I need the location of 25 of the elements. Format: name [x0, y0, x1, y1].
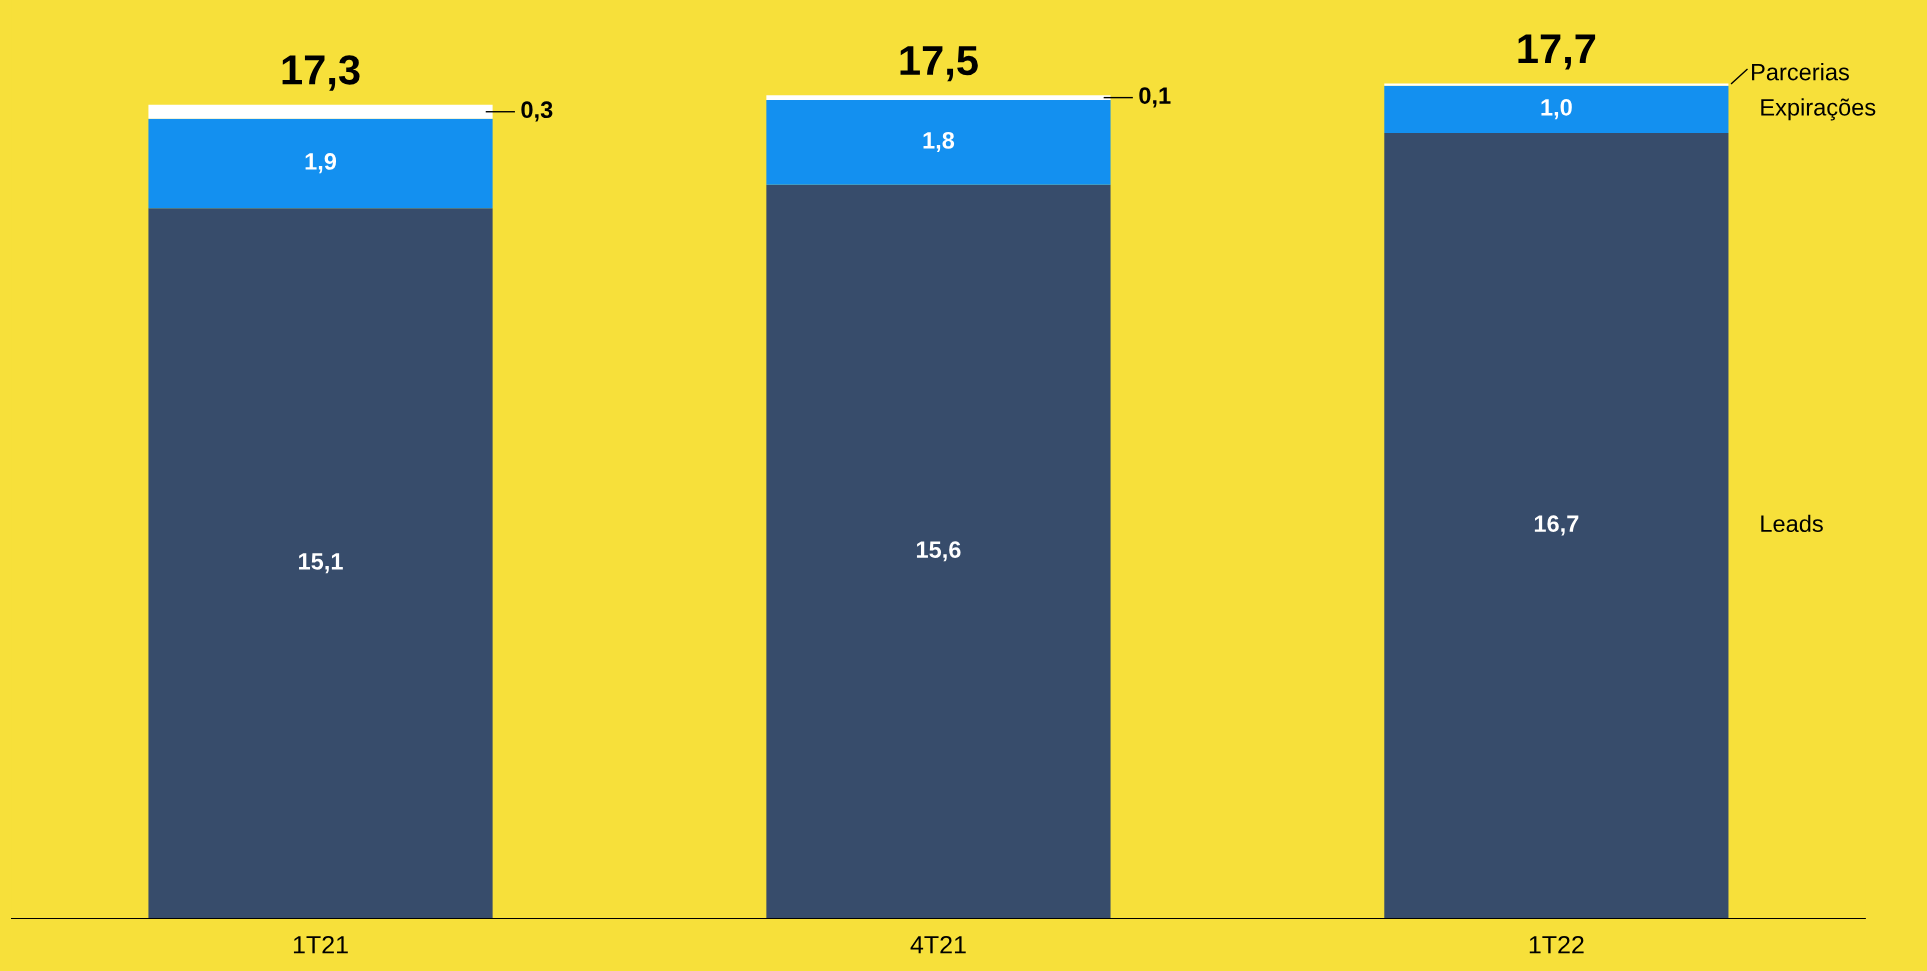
x-tick-label: 1T21 — [293, 935, 348, 954]
data-label: 15,1 — [299, 553, 343, 574]
bar — [148, 118, 493, 209]
series-label: Expirações — [1761, 98, 1876, 121]
data-label: 1,9 — [305, 153, 337, 174]
bar — [148, 208, 493, 919]
x-tick-label: 4T21 — [910, 935, 966, 954]
data-label: 1,8 — [923, 131, 955, 153]
series-label: Parcerias — [1752, 63, 1849, 81]
total-label: 17,5 — [900, 46, 978, 82]
total-label: 17,7 — [1518, 34, 1596, 70]
bar — [1384, 132, 1729, 919]
bar — [766, 184, 1111, 919]
data-label: 0,3 — [521, 101, 553, 122]
total-label: 17,3 — [282, 55, 360, 91]
bar — [766, 95, 1111, 100]
data-label: 0,1 — [1139, 87, 1171, 108]
series-label: Leads — [1761, 514, 1823, 533]
bar — [148, 104, 493, 119]
data-label: 16,7 — [1534, 515, 1579, 536]
data-label: 15,6 — [916, 541, 961, 562]
data-label: 1,0 — [1541, 99, 1572, 120]
bar — [1384, 85, 1729, 133]
x-tick-label: 1T22 — [1529, 935, 1584, 954]
bar — [766, 99, 1111, 185]
